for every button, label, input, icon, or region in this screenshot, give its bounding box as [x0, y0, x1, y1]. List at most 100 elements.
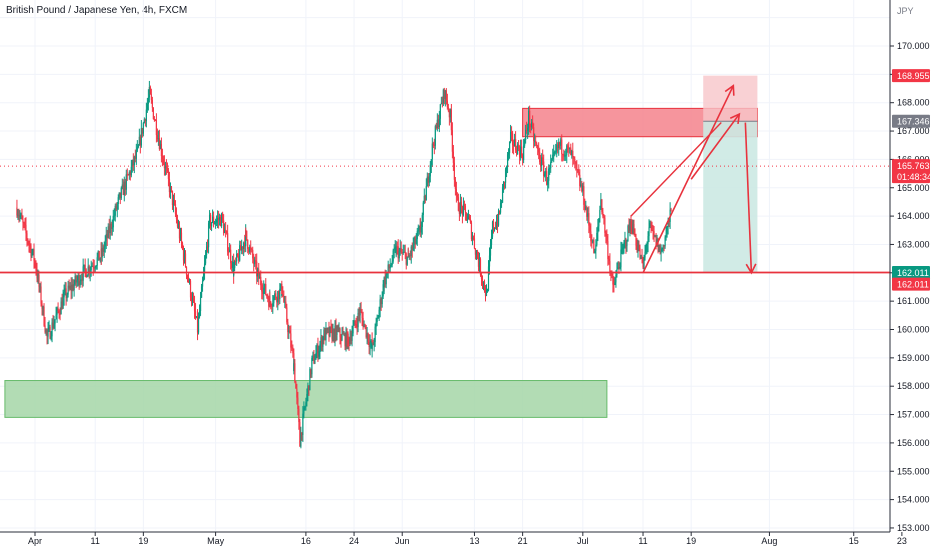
candle-body [599, 209, 601, 219]
candle-body [462, 204, 465, 216]
candle-body [150, 94, 152, 101]
candle-body [507, 152, 510, 155]
candle-body [130, 166, 132, 176]
candle-body [75, 275, 77, 283]
candle-body [50, 336, 52, 339]
candle-body [313, 355, 315, 364]
candle-body [667, 220, 669, 227]
candle-body [664, 237, 666, 247]
candle-body [154, 120, 156, 122]
candle-body [330, 326, 332, 328]
candle-body [645, 246, 647, 252]
candle-body [467, 215, 470, 220]
candle-body [635, 236, 637, 246]
candle-body [391, 261, 393, 265]
candle-body [455, 188, 457, 195]
candle-body [97, 250, 99, 258]
candle-body [316, 345, 318, 354]
candle-body [666, 226, 668, 234]
price-tick-label: 157.000 [897, 410, 930, 420]
candle-body [390, 264, 392, 267]
candle-body [216, 220, 218, 223]
candle-body [192, 298, 195, 303]
candle-body [210, 222, 213, 227]
candle-body [125, 174, 127, 190]
candle-body [530, 125, 532, 128]
candle-body [618, 266, 620, 268]
candle-body [436, 119, 438, 128]
candle-body [244, 242, 246, 247]
candle-body [527, 127, 529, 131]
candle-body [419, 224, 421, 233]
candle-body [373, 342, 375, 346]
candle-body [294, 363, 296, 382]
candle-body [365, 325, 367, 338]
candle-body [212, 216, 215, 224]
candle-body [243, 242, 245, 249]
candle-body [345, 331, 347, 347]
candle-body [506, 154, 509, 167]
candle-body [387, 264, 389, 273]
candle-body [594, 250, 596, 254]
candle-body [209, 214, 212, 227]
candle-body [381, 296, 383, 305]
candle-body [641, 255, 643, 258]
candle-body [153, 118, 155, 121]
candle-body [541, 157, 543, 166]
candle-body [295, 381, 297, 389]
candle-body [321, 337, 323, 347]
candle-body [277, 291, 279, 303]
candle-body [463, 204, 466, 207]
candle-body [160, 143, 163, 156]
candle-body [378, 309, 380, 318]
candle-body [267, 296, 269, 299]
candle-body [394, 247, 396, 250]
candle-body [25, 224, 27, 234]
candle-body [609, 261, 611, 273]
candle-body [134, 156, 136, 159]
candle-body [486, 290, 489, 292]
candle-body [292, 347, 294, 354]
candle-body [615, 275, 617, 283]
chart-title: British Pound / Japanese Yen, 4h, FXCM [6, 5, 188, 16]
candle-body [439, 104, 441, 119]
time-tick-label: 11 [91, 536, 100, 546]
stop-loss-zone [703, 75, 758, 122]
candle-body [182, 248, 185, 261]
candle-body [197, 317, 200, 333]
candle-body [627, 225, 629, 242]
candle-body [278, 291, 280, 300]
candle-body [474, 248, 477, 255]
candle-body [157, 138, 160, 140]
candle-body [595, 244, 597, 251]
candle-body [557, 144, 559, 148]
candle-body [482, 281, 485, 284]
candle-body [647, 236, 649, 244]
annotations [0, 84, 890, 275]
candle-body [140, 128, 142, 146]
candle-body [517, 144, 519, 155]
price-label: 168.955 [897, 71, 930, 81]
candle-body [648, 227, 650, 237]
candle-body [64, 288, 66, 292]
price-label: 162.011 [897, 268, 929, 278]
candle-body [172, 199, 175, 206]
candle-body [460, 201, 463, 207]
candle-body [121, 184, 123, 188]
candle-body [584, 204, 586, 210]
candle-body [658, 244, 660, 252]
candle-body [56, 308, 58, 315]
candle-body [445, 90, 447, 101]
candle-body [59, 313, 61, 315]
candle-body [552, 154, 554, 159]
candle-body [168, 179, 171, 193]
candle-body [337, 329, 339, 331]
candle-body [668, 220, 670, 222]
candle-body [349, 337, 351, 344]
candle-body [245, 229, 247, 247]
candle-body [77, 275, 79, 281]
candle-body [477, 258, 480, 267]
candle-body [196, 316, 199, 333]
